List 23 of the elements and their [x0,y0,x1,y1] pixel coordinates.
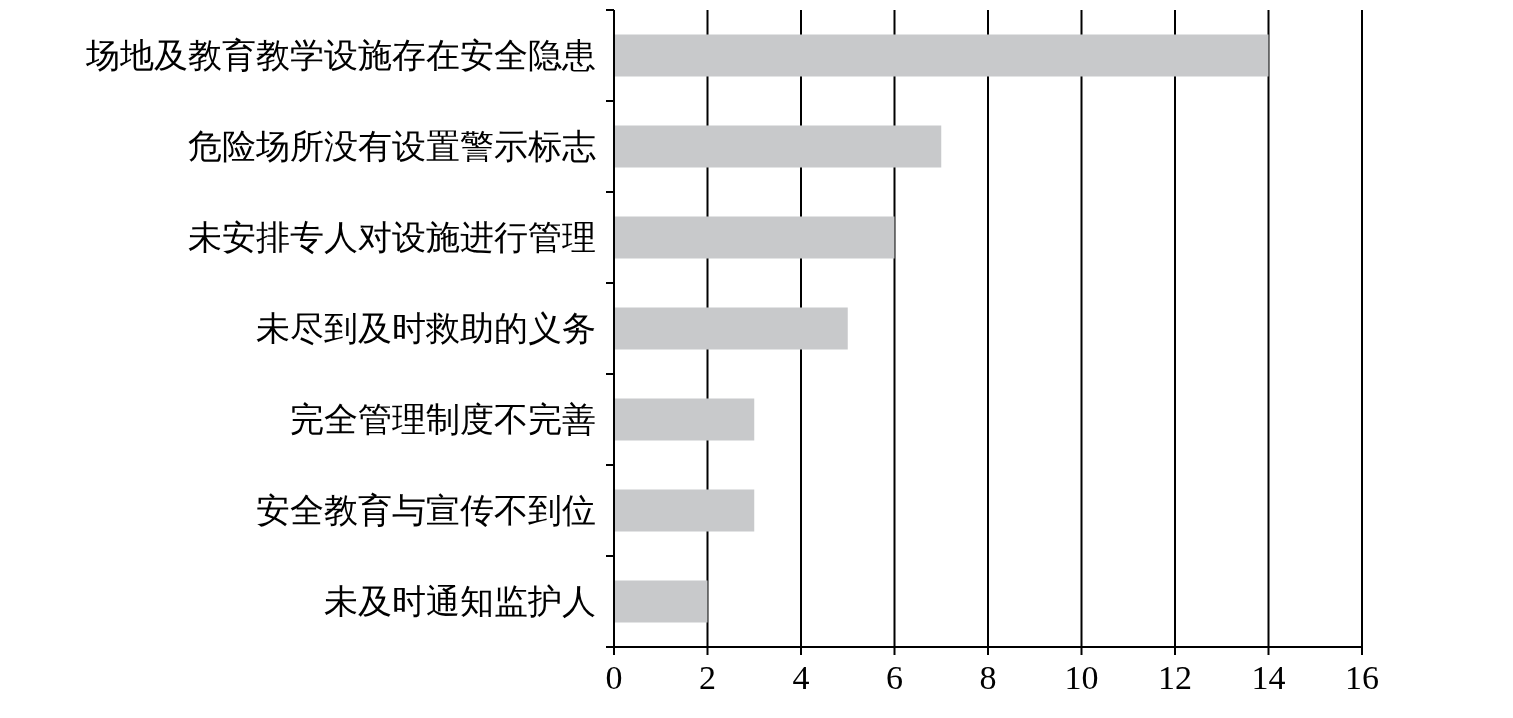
x-tick-label: 8 [979,659,997,697]
x-tick-label: 4 [792,659,810,697]
x-tick-label: 14 [1251,659,1286,697]
x-tick-label: 12 [1158,659,1192,697]
bar [614,580,708,623]
y-tick-label: 危险场所没有设置警示标志 [188,128,596,165]
y-tick-label: 安全教育与宣传不到位 [256,492,596,529]
bar [614,216,895,259]
bar [614,489,755,532]
y-tick-label: 场地及教育教学设施存在安全隐患 [85,37,596,74]
x-tick-label: 2 [699,659,716,697]
x-tick-label: 10 [1064,659,1099,697]
y-tick-label: 未安排专人对设施进行管理 [188,219,596,256]
bar [614,307,848,350]
y-tick-label: 未及时通知监护人 [324,583,596,620]
bar [614,125,942,168]
bar [614,398,755,441]
y-tick-label: 未尽到及时救助的义务 [256,310,596,347]
bar [614,34,1269,77]
x-tick-label: 0 [605,659,623,697]
x-tick-label: 6 [886,659,903,697]
x-tick-label: 16 [1345,659,1379,697]
y-tick-label: 完全管理制度不完善 [290,401,596,438]
